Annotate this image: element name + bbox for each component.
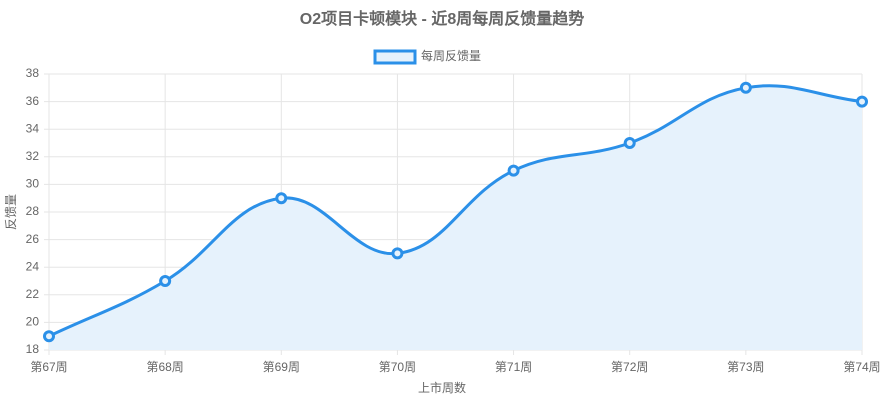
y-axis-label: 反馈量: [4, 194, 18, 230]
point: [507, 164, 520, 177]
x-tick-label: 第74周: [843, 360, 880, 374]
x-tick-label: 第67周: [30, 360, 67, 374]
x-tick-label: 第72周: [611, 360, 648, 374]
chart-title: O2项目卡顿模块 - 近8周每周反馈量趋势: [300, 9, 584, 28]
x-tick-label: 第71周: [495, 360, 532, 374]
y-tick-label: 30: [26, 177, 40, 191]
y-tick-label: 26: [26, 232, 40, 246]
legend-label: 每周反馈量: [421, 48, 481, 63]
x-tick-label: 第69周: [263, 360, 300, 374]
y-tick-label: 20: [26, 315, 40, 329]
x-axis-label: 上市周数: [418, 380, 466, 395]
x-tick-label: 第73周: [727, 360, 764, 374]
x-tick-label: 第70周: [379, 360, 416, 374]
y-tick-label: 24: [26, 259, 40, 273]
y-tick-label: 28: [26, 204, 40, 218]
point: [391, 247, 404, 260]
area: [49, 85, 862, 350]
y-tick-label: 34: [26, 121, 40, 135]
point: [159, 275, 172, 287]
y-tick-label: 32: [26, 149, 40, 163]
x-tick-label: 第68周: [146, 360, 183, 374]
line: [48, 84, 863, 338]
y-tick-label: 18: [26, 342, 40, 356]
point: [856, 95, 868, 108]
legend-swatch: [373, 49, 417, 65]
point: [43, 330, 55, 343]
y-tick-label: 38: [26, 66, 40, 80]
point: [739, 81, 752, 94]
point: [623, 137, 636, 149]
y-tick-label: 36: [26, 94, 40, 108]
point: [275, 192, 288, 205]
y-tick-label: 22: [26, 287, 40, 301]
